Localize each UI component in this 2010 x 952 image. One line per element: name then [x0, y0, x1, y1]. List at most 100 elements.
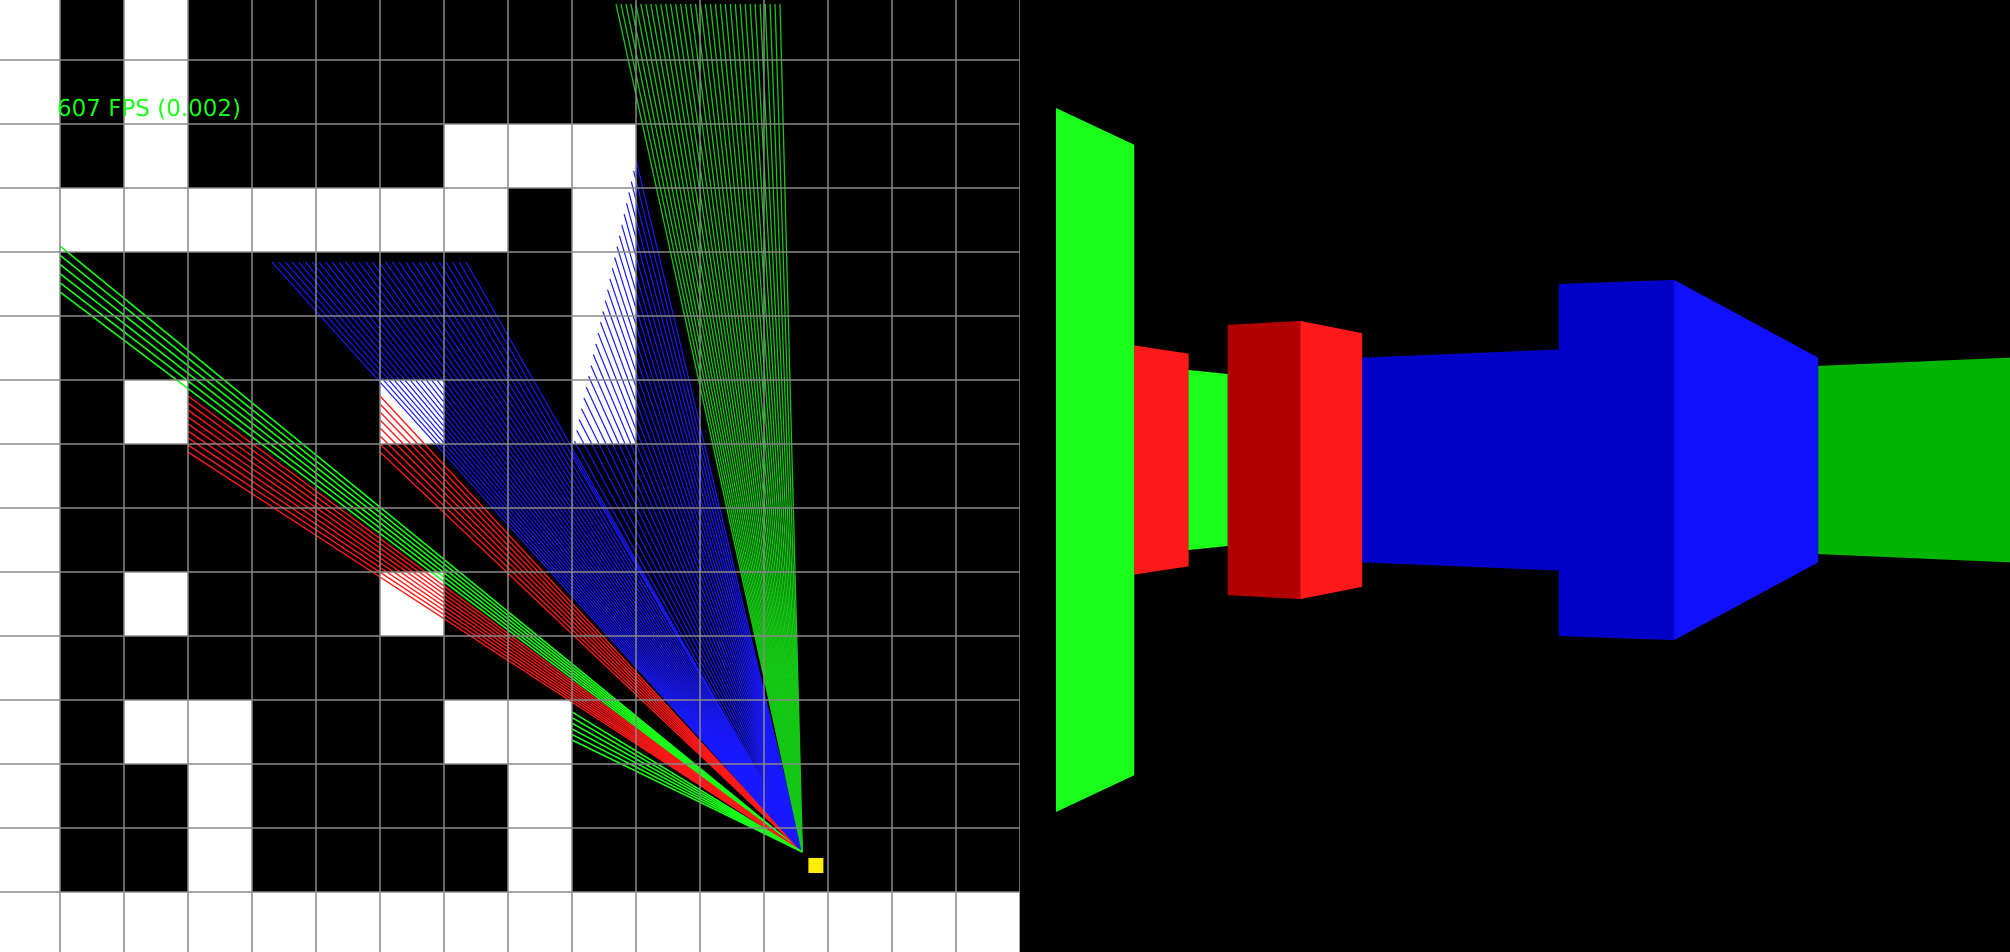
map-floor-cell[interactable] [380, 60, 444, 124]
map-wall-cell[interactable] [0, 508, 60, 572]
map-floor-cell[interactable] [956, 444, 1020, 508]
map-wall-cell[interactable] [0, 316, 60, 380]
map-floor-cell[interactable] [892, 60, 956, 124]
map-floor-cell[interactable] [316, 0, 380, 60]
map-wall-cell[interactable] [0, 60, 60, 124]
map-wall-cell[interactable] [188, 188, 252, 252]
map-floor-cell[interactable] [508, 252, 572, 316]
map-wall-cell[interactable] [252, 188, 316, 252]
map-floor-cell[interactable] [60, 700, 124, 764]
map-floor-cell[interactable] [60, 316, 124, 380]
map-floor-cell[interactable] [252, 124, 316, 188]
map-floor-cell[interactable] [828, 508, 892, 572]
map-floor-cell[interactable] [252, 828, 316, 892]
map-floor-cell[interactable] [60, 60, 124, 124]
map-wall-cell[interactable] [508, 700, 572, 764]
map-floor-cell[interactable] [828, 316, 892, 380]
map-floor-cell[interactable] [572, 764, 636, 828]
map-wall-cell[interactable] [892, 892, 956, 952]
map-floor-cell[interactable] [380, 0, 444, 60]
map-wall-cell[interactable] [124, 124, 188, 188]
map-wall-cell[interactable] [0, 188, 60, 252]
map-floor-cell[interactable] [60, 380, 124, 444]
map-floor-cell[interactable] [188, 0, 252, 60]
map-floor-cell[interactable] [956, 636, 1020, 700]
map-floor-cell[interactable] [188, 60, 252, 124]
map-floor-cell[interactable] [316, 700, 380, 764]
map-floor-cell[interactable] [572, 828, 636, 892]
map-floor-cell[interactable] [252, 0, 316, 60]
map-wall-cell[interactable] [188, 700, 252, 764]
map-floor-cell[interactable] [124, 252, 188, 316]
map-wall-cell[interactable] [252, 892, 316, 952]
map-wall-cell[interactable] [316, 188, 380, 252]
top-down-map-panel[interactable]: 607 FPS (0.002) [0, 0, 1020, 952]
map-wall-cell[interactable] [188, 892, 252, 952]
map-floor-cell[interactable] [252, 636, 316, 700]
map-wall-cell[interactable] [316, 892, 380, 952]
map-floor-cell[interactable] [892, 188, 956, 252]
map-floor-cell[interactable] [956, 188, 1020, 252]
map-wall-cell[interactable] [572, 252, 636, 316]
map-floor-cell[interactable] [60, 0, 124, 60]
map-wall-cell[interactable] [0, 252, 60, 316]
map-floor-cell[interactable] [252, 572, 316, 636]
map-floor-cell[interactable] [892, 764, 956, 828]
map-floor-cell[interactable] [124, 444, 188, 508]
map-floor-cell[interactable] [316, 124, 380, 188]
map-floor-cell[interactable] [124, 508, 188, 572]
map-floor-cell[interactable] [444, 636, 508, 700]
map-floor-cell[interactable] [828, 828, 892, 892]
map-floor-cell[interactable] [444, 252, 508, 316]
map-floor-cell[interactable] [444, 60, 508, 124]
map-floor-cell[interactable] [956, 380, 1020, 444]
map-wall-cell[interactable] [0, 700, 60, 764]
map-floor-cell[interactable] [316, 572, 380, 636]
map-wall-cell[interactable] [124, 60, 188, 124]
map-floor-cell[interactable] [636, 828, 700, 892]
top-down-map[interactable] [0, 0, 1020, 952]
map-wall-cell[interactable] [380, 892, 444, 952]
map-wall-cell[interactable] [764, 892, 828, 952]
map-wall-cell[interactable] [0, 764, 60, 828]
map-wall-cell[interactable] [508, 828, 572, 892]
map-floor-cell[interactable] [892, 124, 956, 188]
map-wall-cell[interactable] [508, 124, 572, 188]
map-floor-cell[interactable] [188, 508, 252, 572]
map-floor-cell[interactable] [828, 380, 892, 444]
map-floor-cell[interactable] [188, 252, 252, 316]
map-wall-cell[interactable] [124, 380, 188, 444]
map-wall-cell[interactable] [508, 764, 572, 828]
map-floor-cell[interactable] [892, 636, 956, 700]
map-wall-cell[interactable] [124, 572, 188, 636]
map-floor-cell[interactable] [828, 636, 892, 700]
map-wall-cell[interactable] [124, 0, 188, 60]
map-floor-cell[interactable] [828, 124, 892, 188]
map-floor-cell[interactable] [764, 124, 828, 188]
map-wall-cell[interactable] [124, 188, 188, 252]
map-floor-cell[interactable] [828, 60, 892, 124]
map-floor-cell[interactable] [956, 124, 1020, 188]
map-wall-cell[interactable] [572, 892, 636, 952]
map-wall-cell[interactable] [636, 892, 700, 952]
map-wall-cell[interactable] [0, 124, 60, 188]
map-floor-cell[interactable] [892, 252, 956, 316]
map-floor-cell[interactable] [892, 444, 956, 508]
map-wall-cell[interactable] [828, 892, 892, 952]
map-floor-cell[interactable] [956, 700, 1020, 764]
map-floor-cell[interactable] [316, 380, 380, 444]
map-floor-cell[interactable] [252, 252, 316, 316]
map-floor-cell[interactable] [316, 252, 380, 316]
map-wall-cell[interactable] [0, 892, 60, 952]
map-floor-cell[interactable] [60, 636, 124, 700]
map-floor-cell[interactable] [380, 124, 444, 188]
map-floor-cell[interactable] [508, 60, 572, 124]
map-floor-cell[interactable] [956, 252, 1020, 316]
map-floor-cell[interactable] [892, 508, 956, 572]
first-person-view-panel[interactable] [1020, 0, 2010, 952]
map-floor-cell[interactable] [828, 572, 892, 636]
map-floor-cell[interactable] [252, 316, 316, 380]
map-floor-cell[interactable] [508, 188, 572, 252]
map-floor-cell[interactable] [60, 508, 124, 572]
map-floor-cell[interactable] [380, 636, 444, 700]
